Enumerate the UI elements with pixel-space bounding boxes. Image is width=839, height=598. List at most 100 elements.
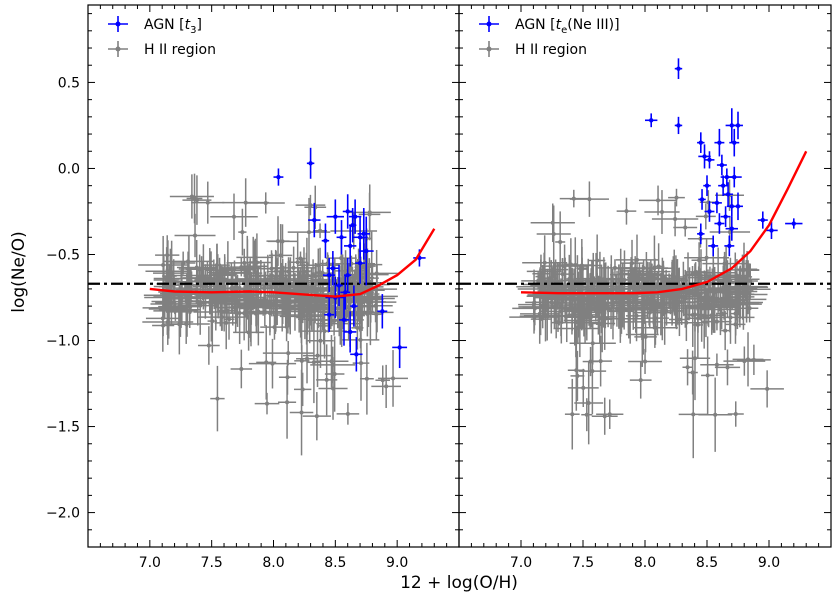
hii-point [339, 256, 344, 261]
agn-point [735, 123, 741, 128]
hii-point [556, 320, 561, 325]
hii-point [210, 319, 215, 324]
hii-point [692, 312, 697, 317]
agn-point [729, 123, 734, 128]
hii-point [578, 302, 583, 307]
hii-point [286, 351, 291, 356]
hii-point [353, 274, 358, 279]
hii-point [659, 210, 664, 215]
hii-point [206, 343, 211, 348]
hii-point [587, 197, 592, 202]
hii-point [193, 233, 198, 238]
x-tick-label: 8.5 [696, 555, 718, 571]
hii-point [765, 386, 770, 391]
hii-point [698, 275, 703, 280]
agn-point [732, 140, 737, 145]
hii-point [561, 293, 566, 298]
hii-point [532, 315, 537, 320]
hii-point [674, 195, 679, 200]
hii-point [207, 279, 212, 284]
hii-point [727, 229, 732, 234]
hii-point [734, 273, 739, 278]
y-tick-label: 0.0 [58, 161, 80, 177]
hii-point [673, 216, 678, 221]
hii-point [660, 276, 665, 281]
legend-hii-label: H II region [515, 42, 587, 58]
hii-point [285, 400, 290, 405]
hii-point [307, 230, 312, 235]
hii-point [227, 317, 232, 322]
agn-point [323, 238, 328, 243]
agn-point [333, 214, 338, 219]
agn-point [729, 204, 734, 209]
agn-point [364, 248, 369, 254]
x-tick-label: 8.0 [262, 555, 284, 571]
hii-point [558, 239, 563, 244]
agn-point [380, 309, 385, 314]
agn-point [717, 140, 722, 145]
y-tick-label: −1.5 [46, 420, 80, 436]
hii-point [264, 360, 269, 365]
legend-agn-label: AGN [te(Ne III)] [515, 17, 620, 36]
hii-point [590, 369, 595, 374]
hii-point [286, 269, 291, 274]
hii-point [723, 328, 728, 333]
hii-point [586, 401, 591, 406]
hii-point [361, 265, 366, 270]
hii-point [391, 376, 396, 381]
hii-point [356, 297, 361, 302]
agn-point [343, 290, 348, 295]
hii-point [295, 260, 300, 265]
fit-curve [520, 150, 808, 295]
hii-point [223, 301, 228, 306]
hii-point [532, 300, 537, 305]
x-tick-label: 7.0 [510, 555, 532, 571]
hii-point [567, 285, 572, 290]
hii-point [317, 270, 322, 275]
hii-point [602, 414, 607, 419]
hii-point [345, 411, 350, 416]
hii-point [198, 303, 203, 308]
agn-point [361, 231, 366, 237]
hii-point [269, 266, 274, 271]
hii-point [364, 376, 369, 381]
hii-point [746, 285, 751, 290]
hii-point [164, 277, 169, 282]
hii-point [714, 319, 719, 324]
hii-point [161, 262, 166, 267]
hii-point [574, 368, 579, 373]
hii-point [380, 378, 385, 383]
hii-point [285, 375, 290, 380]
agn-point [711, 243, 716, 249]
agn-point [735, 204, 741, 209]
hii-point [324, 377, 329, 382]
hii-point [314, 414, 319, 419]
hii-point [570, 297, 575, 302]
hii-point [299, 410, 304, 415]
hii-point [240, 230, 245, 235]
hii-point [560, 272, 565, 277]
hii-point [224, 320, 229, 325]
agn-point [276, 174, 281, 180]
hii-point [712, 290, 717, 295]
hii-point [215, 273, 220, 278]
hii-point [669, 291, 674, 296]
y-tick-label: −0.5 [46, 247, 80, 263]
x-tick-label: 8.5 [324, 555, 346, 571]
hii-point [695, 322, 700, 327]
hii-point [581, 385, 586, 390]
hii-point [571, 196, 576, 201]
x-tick-label: 8.0 [634, 555, 656, 571]
hii-point [278, 253, 283, 258]
hii-point [550, 285, 555, 290]
legend-hii-marker [486, 46, 492, 52]
hii-point [365, 299, 370, 304]
hii-point [249, 296, 254, 301]
agn-point [339, 235, 344, 240]
hii-point [588, 359, 593, 364]
agn-point [352, 214, 358, 219]
agn-point [704, 183, 710, 188]
agn-point [707, 209, 712, 214]
hii-point [705, 373, 710, 378]
agn-point [341, 317, 347, 323]
